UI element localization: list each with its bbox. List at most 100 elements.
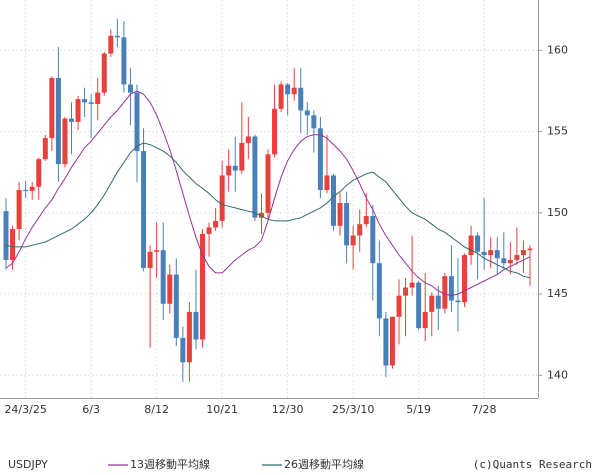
candle-body [95, 92, 101, 104]
candle-body [324, 175, 330, 191]
candle-body [311, 115, 317, 129]
candle-body [226, 165, 232, 176]
moving-average-line [5, 142, 531, 279]
candle-body [200, 233, 205, 340]
candle-body [357, 224, 363, 236]
candle-body [403, 287, 409, 296]
y-tick-label: 140 [547, 368, 568, 381]
credit: (c)Quants Research [473, 458, 592, 471]
candle-body [108, 35, 114, 54]
legend-label: USDJPY [8, 458, 48, 471]
candle-body [370, 216, 376, 264]
candle-body [232, 165, 238, 171]
candle-body [173, 274, 179, 338]
candle-body [147, 251, 153, 269]
y-tick-label: 155 [547, 125, 568, 138]
candle-body [62, 118, 68, 165]
moving-average-line [5, 90, 531, 297]
x-tick-label: 12/30 [272, 403, 304, 416]
candle-body [186, 311, 192, 363]
candle-body [278, 84, 284, 109]
x-tick-label: 10/21 [206, 403, 238, 416]
candle-body [75, 99, 81, 122]
candle-body [514, 255, 520, 260]
candle-body [298, 87, 304, 111]
candle-body [291, 87, 297, 95]
x-tick-label: 24/3/25 [4, 403, 46, 416]
plot-area [0, 0, 538, 398]
candle-body [344, 203, 350, 246]
candle-body [389, 316, 395, 366]
candle-body [350, 235, 356, 246]
candle-body [337, 203, 343, 226]
candle-body [23, 190, 29, 192]
candle-body [304, 110, 310, 116]
candle-body [88, 102, 94, 104]
candle-body [376, 263, 382, 319]
candle-body [383, 318, 389, 366]
y-tick-label: 160 [547, 43, 568, 56]
candle-body [396, 295, 402, 317]
candle-body [409, 282, 415, 288]
candle-body [29, 186, 35, 191]
candle-body [213, 220, 219, 228]
candle-body [435, 295, 441, 309]
candle-body [82, 99, 88, 103]
candle-body [272, 108, 278, 155]
candle-body [481, 251, 487, 256]
candle-body [252, 136, 258, 218]
x-tick-label: 5/19 [406, 403, 431, 416]
candle-body [258, 212, 264, 218]
candle-body [245, 136, 251, 143]
candle-body [455, 300, 461, 303]
y-tick-label: 150 [547, 206, 568, 219]
candle-body [317, 128, 323, 191]
candle-body [42, 138, 48, 160]
candle-body [429, 295, 435, 312]
candle-body [527, 248, 533, 251]
candle-body [363, 216, 369, 225]
candle-body [206, 227, 212, 234]
candle-body [141, 151, 147, 269]
candle-body [285, 84, 291, 95]
candle-body [3, 211, 9, 260]
legend-label: 13週移動平均線 [130, 457, 210, 471]
candle-body [507, 259, 513, 264]
candle-body [448, 276, 454, 301]
candle-body [180, 337, 186, 363]
candle-body [121, 37, 127, 85]
candle-body [160, 250, 166, 304]
candle-body [36, 159, 42, 187]
candle-body [154, 250, 160, 252]
candle-body [127, 84, 133, 93]
candle-body [167, 274, 173, 304]
candle-body [462, 255, 467, 303]
candle-body [468, 235, 474, 256]
candle-body [101, 53, 107, 93]
candle-body [239, 142, 245, 171]
candle-body [193, 311, 199, 340]
x-tick-label: 8/12 [144, 403, 169, 416]
candle-body [49, 77, 55, 139]
candle-body [494, 250, 500, 259]
candle-body [442, 276, 448, 309]
candle-body [520, 250, 526, 256]
candle-body [331, 175, 336, 226]
candle-body [416, 282, 422, 329]
x-tick-label: 7/28 [472, 403, 497, 416]
candle-body [114, 35, 120, 38]
y-tick-label: 145 [547, 287, 568, 300]
candle-body [422, 311, 428, 329]
x-tick-label: 6/3 [82, 403, 100, 416]
candle-body [16, 190, 22, 230]
candle-body [10, 229, 16, 260]
x-tick-label: 25/3/10 [332, 403, 374, 416]
candle-body [501, 258, 507, 264]
candle-body [265, 154, 271, 213]
candle-body [475, 235, 481, 252]
candle-body [69, 118, 74, 122]
legend-label: 26週移動平均線 [284, 457, 364, 471]
candle-body [55, 77, 61, 165]
candle-body [488, 250, 494, 256]
